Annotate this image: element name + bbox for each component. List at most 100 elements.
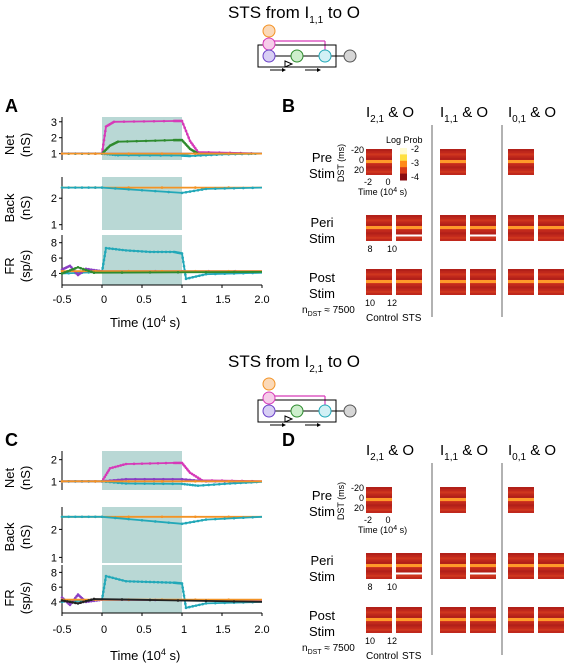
series-point-cyan <box>152 250 156 254</box>
series-point-cyan <box>67 515 70 519</box>
series-point-cyan <box>168 250 172 254</box>
series-point-cyan <box>120 481 124 485</box>
heatmap-noise-band <box>508 495 534 498</box>
series-point-cyan <box>207 483 210 487</box>
series-point-cyan <box>202 484 205 487</box>
series-point-cyan <box>183 482 186 486</box>
series-point-cyan <box>87 515 90 519</box>
series-point-cyan <box>160 250 164 254</box>
series-point-magenta <box>148 462 152 465</box>
dst-axis-label: DST (ms) <box>336 482 346 520</box>
row-label: Stim <box>309 624 335 639</box>
heatmap-noise-band <box>366 277 392 280</box>
stim-window-shade <box>102 177 182 230</box>
series-point-cyan <box>196 484 200 487</box>
y-tick-label: 6 <box>51 253 57 265</box>
heatmap-tile <box>508 487 534 513</box>
series-point-cyan <box>103 582 106 586</box>
heatmap-tile <box>366 487 392 513</box>
series-point-purple <box>124 477 128 481</box>
colorbar-tick: -3 <box>411 158 419 168</box>
heatmap-tile <box>538 269 564 295</box>
series-point-magenta <box>103 134 106 137</box>
series-point-cyan <box>140 188 144 192</box>
series-point-green <box>60 272 64 275</box>
x-tick: 1 <box>181 294 187 306</box>
heatmap-noise-band <box>366 611 392 614</box>
heatmap-tile <box>440 553 466 579</box>
heatmap-noise-band <box>538 620 564 623</box>
heatmap-noise-band <box>470 277 496 280</box>
heatmap-peak-band <box>366 564 392 567</box>
series-point-cyan <box>60 515 64 519</box>
series-point-cyan <box>104 578 107 582</box>
x-tick: 1.5 <box>215 624 230 636</box>
colorbar-tick: -2 <box>411 144 419 154</box>
heatmap-noise-band <box>440 574 466 577</box>
series-point-orange <box>194 515 197 519</box>
x-tick: 2.0 <box>254 624 269 636</box>
series-point-orange <box>127 515 130 519</box>
svg-text:(nS): (nS) <box>18 466 33 491</box>
series-point-orange <box>127 152 130 155</box>
series-point-black <box>148 598 152 602</box>
heatmap-noise-band <box>396 219 422 222</box>
series-point-magenta <box>116 464 120 468</box>
plot-net-a: 1 2 3 <box>51 117 263 161</box>
peri-tick-label: 10 <box>387 244 397 254</box>
series-point-cyan <box>124 579 128 583</box>
heatmap-noise-band <box>440 149 466 152</box>
heatmap-noise-band <box>508 607 534 610</box>
series-point-black <box>68 600 72 604</box>
x-tick: 0 <box>101 624 107 636</box>
series-point-purple <box>162 477 165 481</box>
series-point-cyan <box>180 522 184 526</box>
colorbar-segment <box>400 173 407 181</box>
heatmap-noise-band <box>508 611 534 614</box>
heatmap-noise-band <box>538 574 564 577</box>
plot-net-c: 12 <box>51 451 263 490</box>
series-point-purple <box>90 268 93 271</box>
series-point-orange <box>227 515 230 519</box>
series-point-cyan <box>80 186 84 189</box>
y-tick-label: 1 <box>51 552 57 564</box>
series-point-magenta <box>103 475 106 479</box>
series-point-cyan <box>239 481 242 485</box>
column-header: I0,1 & O <box>508 104 556 125</box>
series-point-black <box>204 599 208 603</box>
series-point-magenta <box>104 473 108 477</box>
series-point-cyan <box>194 484 197 487</box>
heatmap-noise-band <box>538 286 564 289</box>
heatmap-noise-band <box>440 553 466 556</box>
column-header: I0,1 & O <box>508 442 556 463</box>
heatmap-noise-band <box>508 553 534 556</box>
heatmap-noise-band <box>366 215 392 218</box>
row-label: Peri <box>310 215 333 230</box>
series-point-cyan <box>114 577 118 580</box>
heatmap-noise-band <box>470 607 496 610</box>
series-point-cyan <box>184 190 188 194</box>
heatmap-sts-band <box>396 234 422 237</box>
heatmap-noise-band <box>538 223 564 226</box>
series-point-cyan <box>101 266 104 270</box>
y-tick-label: 8 <box>51 238 57 250</box>
heatmap-peak-band <box>440 618 466 621</box>
net-axis-label-c: Net (nS) <box>2 466 33 491</box>
dst-tick-label: -20 <box>351 483 364 493</box>
series-point-magenta <box>188 471 192 474</box>
heatmap-noise-band <box>366 286 392 289</box>
heatmap-peak-band <box>396 226 422 229</box>
time-tick-label: 0 <box>385 177 390 187</box>
heatmap-noise-band <box>508 508 534 511</box>
heatmap-noise-band <box>366 236 392 239</box>
series-point-cyan <box>194 275 198 278</box>
series-point-orange <box>227 152 230 155</box>
control-label: Control <box>366 313 398 324</box>
heatmap-noise-band <box>366 557 392 560</box>
series-point-magenta <box>132 120 136 123</box>
y-tick-label: 4 <box>51 268 57 280</box>
svg-text:Back: Back <box>2 522 17 551</box>
series-point-cyan <box>67 271 70 275</box>
series-point-cyan <box>188 605 191 609</box>
x-tick-labels-a: -0.5 0 0.5 1 1.5 2.0 <box>53 294 270 306</box>
